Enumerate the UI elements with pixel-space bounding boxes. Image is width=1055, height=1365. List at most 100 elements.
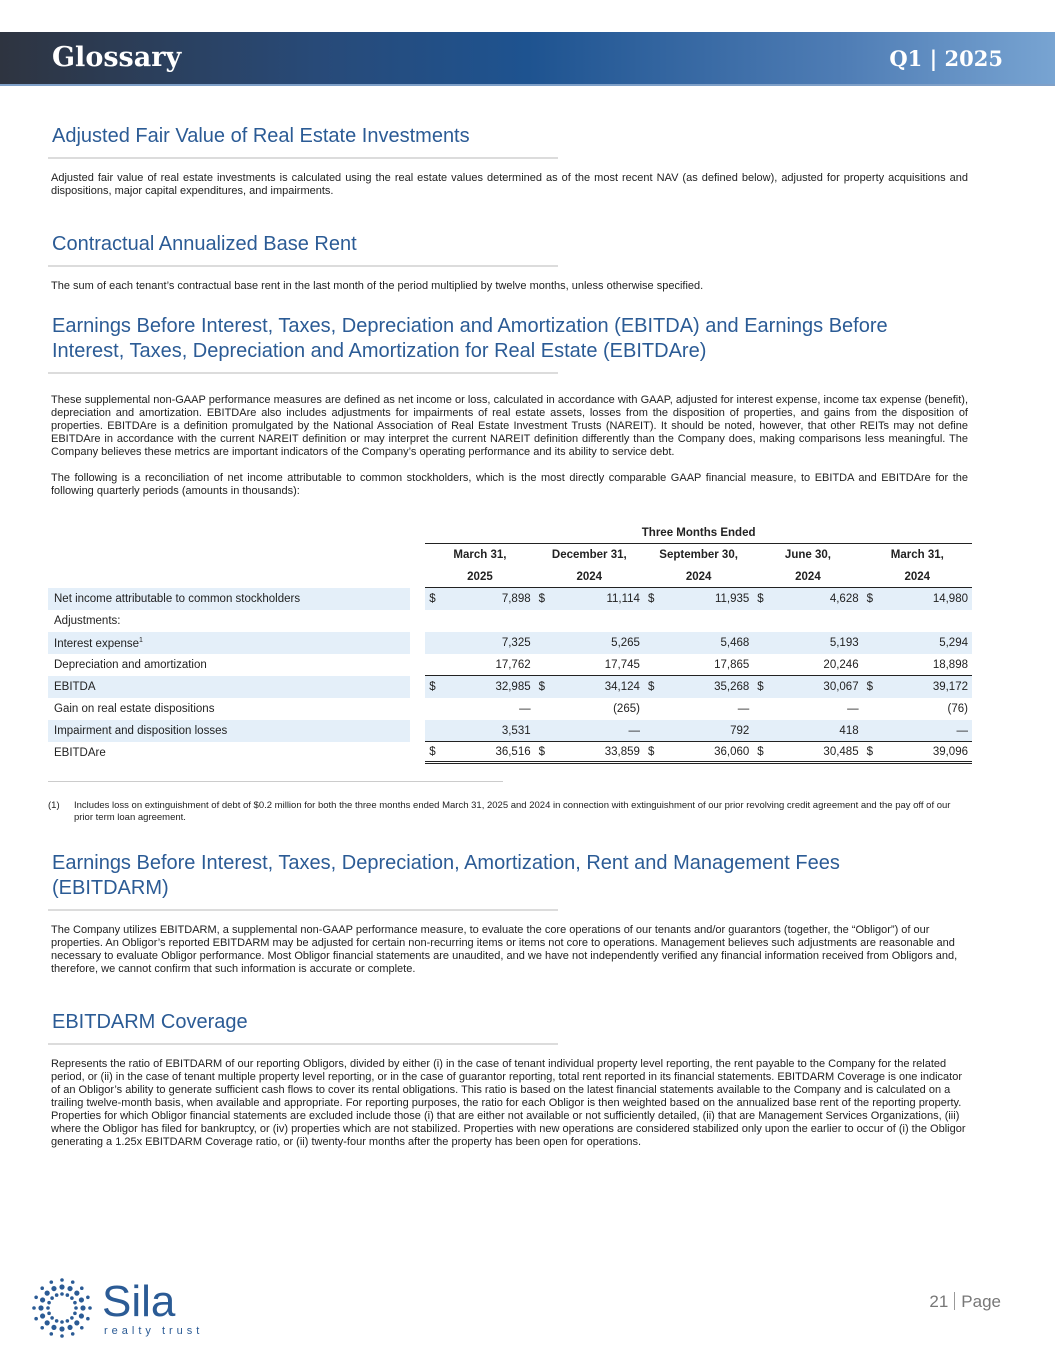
cell-value: 14,980: [884, 588, 972, 610]
currency-symbol: [425, 632, 447, 654]
quarter: Q1: [889, 46, 923, 71]
currency-symbol: $: [753, 588, 775, 610]
cell-value: 3,531: [446, 720, 535, 742]
section-ebitda: Earnings Before Interest, Taxes, Depreci…: [48, 314, 968, 498]
cell-value: 418: [774, 720, 863, 742]
sila-logo: Sila realty trust: [32, 1277, 212, 1343]
currency-symbol: $: [534, 588, 557, 610]
section-heading: EBITDARM Coverage: [52, 1011, 248, 1033]
currency-symbol: $: [643, 588, 666, 610]
cell-value: 20,246: [774, 654, 863, 676]
row-label: Depreciation and amortization: [54, 659, 207, 671]
quarter-label: Q1 | 2025: [889, 46, 1003, 71]
table-row: EBITDAre $36,516 $33,859 $36,060 $30,485 $39,…: [48, 742, 972, 764]
currency-symbol: $: [425, 742, 447, 764]
cell-value: 4,628: [774, 588, 863, 610]
section-adjusted-fair-value: Adjusted Fair Value of Real Estate Inves…: [48, 124, 968, 198]
footnote-divider: [48, 781, 503, 782]
divider: [48, 1043, 558, 1045]
currency-symbol: $: [862, 588, 885, 610]
year: 2025: [944, 46, 1003, 71]
cell-value: 33,859: [556, 742, 644, 764]
page-label: Page: [961, 1292, 1001, 1311]
page-title: Glossary: [52, 42, 182, 73]
currency-symbol: [644, 698, 665, 720]
table-row: Interest expense1 7,325 5,265 5,468 5,193 5,2…: [48, 632, 972, 654]
cell-value: 39,172: [884, 676, 972, 698]
col-year: 2024: [534, 566, 644, 588]
cell-value: 36,516: [446, 742, 535, 764]
currency-symbol: $: [643, 676, 666, 698]
currency-symbol: [534, 720, 557, 742]
cell-value: 32,985: [446, 676, 535, 698]
col-month: March 31,: [453, 549, 507, 561]
divider: [48, 157, 558, 159]
cell-value: 34,124: [556, 676, 644, 698]
footnote: (1) Includes loss on extinguishment of de…: [48, 800, 968, 824]
section-body: Represents the ratio of EBITDARM of our …: [51, 1058, 966, 1148]
page-num: 21: [929, 1292, 949, 1311]
col-month: September 30,: [659, 549, 738, 561]
currency-symbol: $: [534, 676, 557, 698]
currency-symbol: [534, 654, 557, 676]
currency-symbol: [643, 654, 666, 676]
currency-symbol: [425, 654, 447, 676]
currency-symbol: [643, 632, 666, 654]
currency-symbol: [862, 720, 885, 742]
currency-symbol: [425, 720, 447, 742]
cell-value: 30,485: [774, 742, 863, 764]
section-heading: Adjusted Fair Value of Real Estate Inves…: [52, 125, 470, 147]
cell-value: 5,193: [774, 632, 863, 654]
cell-value: —: [884, 720, 972, 742]
cell-value: 7,325: [446, 632, 535, 654]
currency-symbol: [753, 632, 775, 654]
divider: [48, 372, 558, 374]
footnote-text: Includes loss on extinguishment of debt …: [74, 800, 951, 823]
row-label: Interest expense1: [48, 632, 411, 654]
table-row: Gain on real estate dispositions — (265) — —…: [48, 698, 972, 720]
cell-value: (76): [947, 703, 968, 715]
currency-symbol: [535, 698, 556, 720]
cell-value: —: [847, 703, 859, 715]
section-base-rent: Contractual Annualized Base Rent The sum…: [48, 232, 968, 293]
col-month: December 31,: [551, 549, 627, 561]
row-label: Net income attributable to common stockh…: [48, 588, 411, 610]
cell-value: 17,745: [556, 654, 644, 676]
currency-symbol: $: [753, 742, 775, 764]
col-year: 2025: [425, 566, 535, 588]
section-body-2: The following is a reconciliation of net…: [51, 472, 968, 497]
cell-value: 5,468: [665, 632, 754, 654]
cell-value: (265): [613, 703, 640, 715]
section-heading: Earnings Before Interest, Taxes, Depreci…: [52, 852, 840, 899]
cell-value: —: [519, 703, 531, 715]
col-month: March 31,: [890, 549, 944, 561]
row-label: Gain on real estate dispositions: [54, 703, 215, 715]
currency-symbol: $: [753, 676, 775, 698]
row-label: EBITDAre: [54, 747, 106, 759]
table-row: Net income attributable to common stockh…: [48, 588, 972, 610]
row-label: EBITDA: [48, 676, 411, 698]
svg-text:realty trust: realty trust: [104, 1325, 203, 1337]
currency-symbol: $: [862, 676, 885, 698]
section-body: The sum of each tenant’s contractual bas…: [51, 280, 704, 292]
page-number: 21 Page: [929, 1292, 1001, 1312]
currency-symbol: $: [534, 742, 557, 764]
cell-value: 17,762: [446, 654, 535, 676]
section-body: Adjusted fair value of real estate inves…: [51, 172, 968, 197]
cell-value: 5,294: [884, 632, 972, 654]
col-month: June 30,: [784, 549, 831, 561]
cell-value: 30,067: [774, 676, 863, 698]
cell-value: 11,935: [665, 588, 754, 610]
section-heading: Earnings Before Interest, Taxes, Depreci…: [52, 315, 888, 362]
row-label: Impairment and disposition losses: [48, 720, 411, 742]
footnote-marker: (1): [48, 800, 60, 811]
cell-value: 39,096: [884, 742, 972, 764]
cell-value: 792: [665, 720, 754, 742]
cell-value: 17,865: [665, 654, 754, 676]
cell-value: 7,898: [446, 588, 535, 610]
section-body: These supplemental non-GAAP performance …: [51, 394, 968, 458]
currency-symbol: [753, 654, 775, 676]
currency-symbol: [534, 632, 557, 654]
col-year: 2024: [643, 566, 754, 588]
table-row: Adjustments:: [48, 610, 972, 632]
